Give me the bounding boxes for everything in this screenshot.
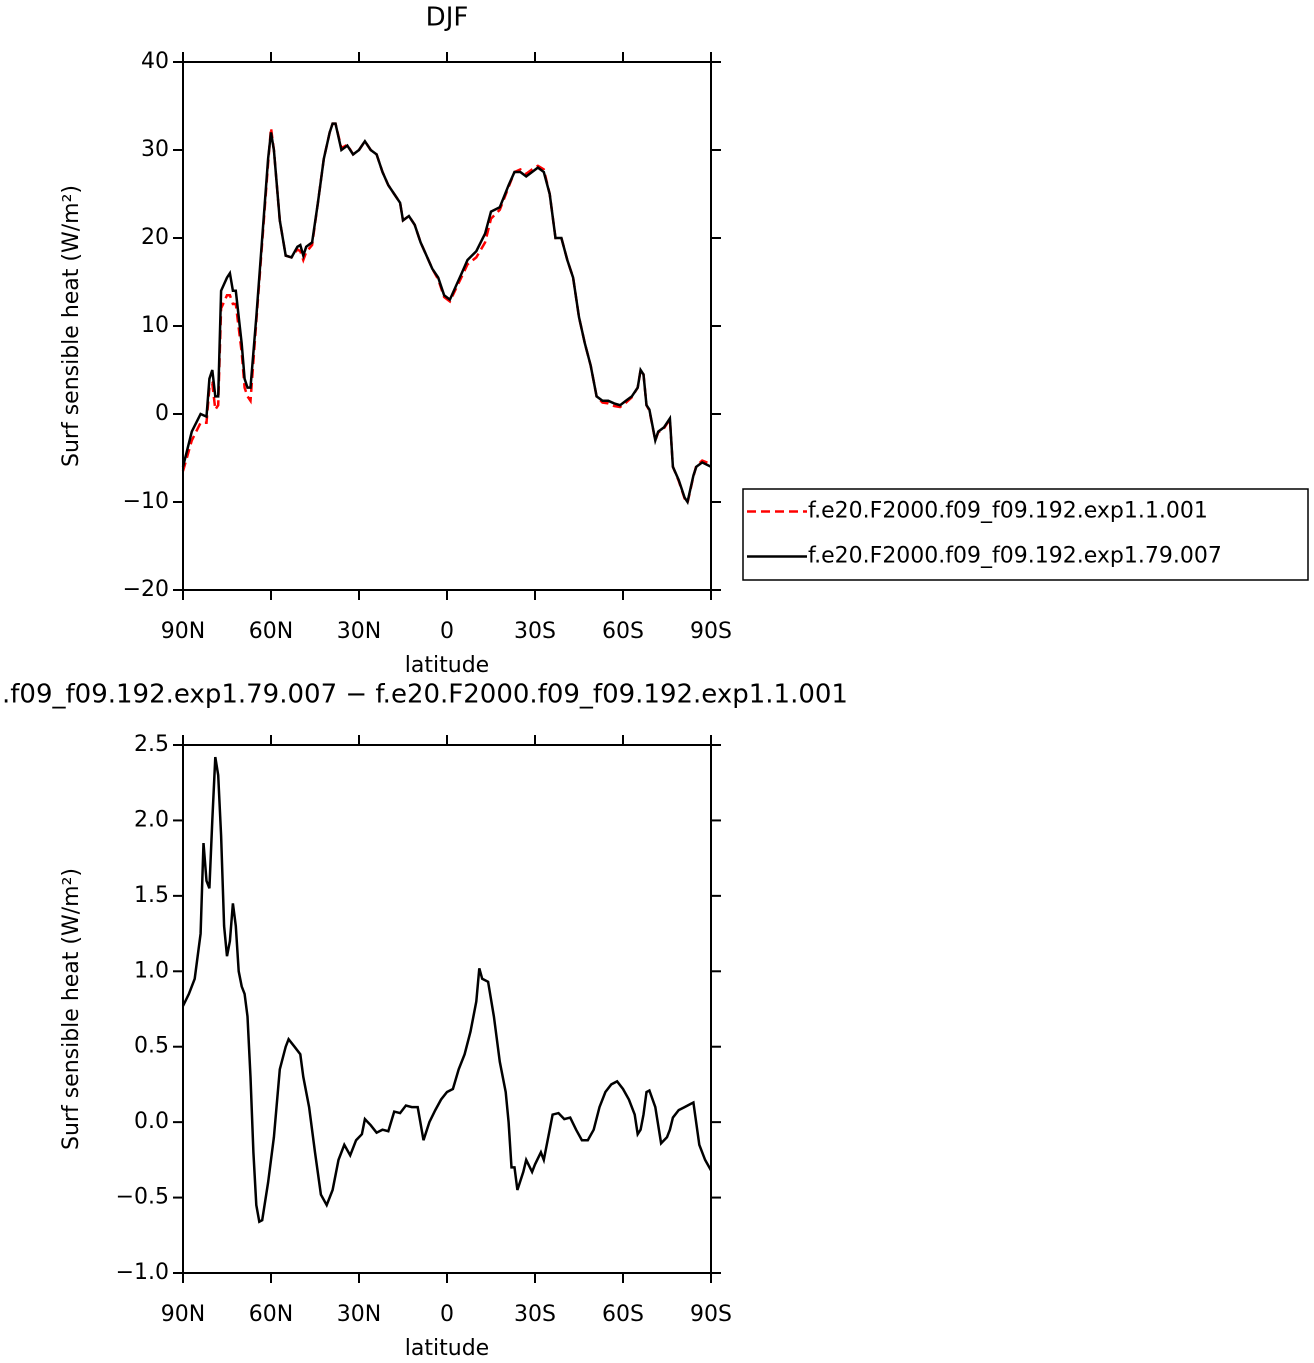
y-axis-label: Surf sensible heat (W/m²) xyxy=(59,868,84,1150)
x-tick-label: 30S xyxy=(514,1302,556,1327)
legend-label: f.e20.F2000.f09_f09.192.exp1.79.007 xyxy=(808,544,1222,569)
x-tick-label: 30N xyxy=(337,619,381,644)
x-tick-label: 30S xyxy=(514,619,556,644)
data-line xyxy=(181,122,712,507)
y-tick-label: 40 xyxy=(141,49,169,74)
x-tick-label: 0 xyxy=(440,1302,454,1327)
y-tick-label: 20 xyxy=(141,225,169,250)
y-tick-label: 2.5 xyxy=(134,732,169,757)
x-tick-label: 90S xyxy=(690,1302,732,1327)
x-axis-label: latitude xyxy=(405,653,489,678)
y-tick-label: 0 xyxy=(155,401,169,426)
y-axis-label: Surf sensible heat (W/m²) xyxy=(59,185,84,467)
y-tick-label: −0.5 xyxy=(116,1185,169,1210)
y-tick-label: 2.0 xyxy=(134,807,169,832)
chart-title: DJF xyxy=(426,3,469,33)
x-tick-label: 60N xyxy=(249,619,293,644)
chart-title: .f09_f09.192.exp1.79.007 − f.e20.F2000.f… xyxy=(2,680,848,710)
x-tick-label: 60S xyxy=(602,1302,644,1327)
y-tick-label: 1.5 xyxy=(134,883,169,908)
data-line xyxy=(181,122,712,506)
plot-frame xyxy=(182,744,712,1274)
y-tick-label: −20 xyxy=(123,577,169,602)
y-tick-label: 10 xyxy=(141,313,169,338)
y-tick-label: 0.5 xyxy=(134,1034,169,1059)
y-tick-label: −10 xyxy=(123,489,169,514)
x-tick-label: 90S xyxy=(690,619,732,644)
x-tick-label: 90N xyxy=(161,619,205,644)
x-tick-label: 60S xyxy=(602,619,644,644)
y-tick-label: 30 xyxy=(141,137,169,162)
y-tick-label: 1.0 xyxy=(134,958,169,983)
x-tick-label: 0 xyxy=(440,619,454,644)
data-line xyxy=(181,756,713,1224)
y-tick-label: −1.0 xyxy=(116,1260,169,1285)
x-axis-label: latitude xyxy=(405,1336,489,1361)
plot-frame xyxy=(182,61,712,591)
x-tick-label: 60N xyxy=(249,1302,293,1327)
legend-box xyxy=(742,488,1309,581)
legend-label: f.e20.F2000.f09_f09.192.exp1.1.001 xyxy=(808,499,1208,524)
x-tick-label: 30N xyxy=(337,1302,381,1327)
x-tick-label: 90N xyxy=(161,1302,205,1327)
y-tick-label: 0.0 xyxy=(134,1109,169,1134)
